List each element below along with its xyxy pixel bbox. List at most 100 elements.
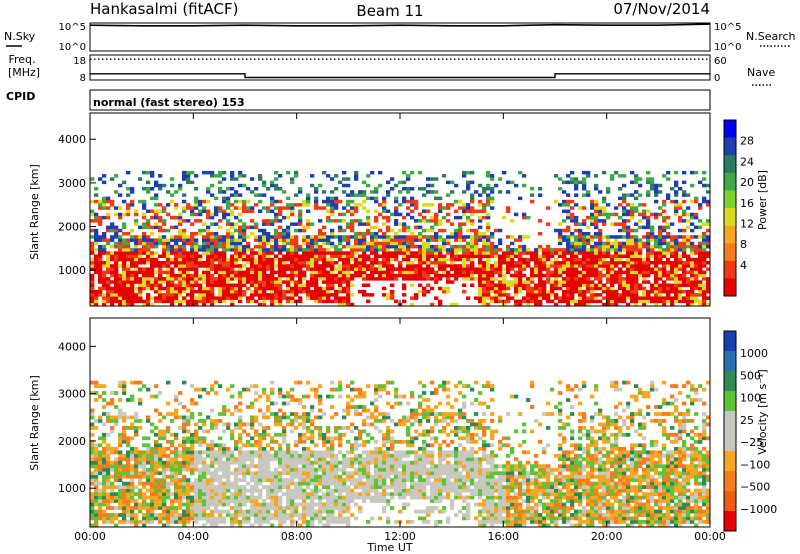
heatmap-cell — [670, 222, 675, 226]
heatmap-cell — [110, 474, 115, 479]
heatmap-cell — [374, 219, 379, 223]
heatmap-cell — [654, 257, 659, 262]
heatmap-cell — [654, 199, 659, 204]
heatmap-cell — [186, 450, 191, 455]
heatmap-cell — [202, 209, 207, 213]
heatmap-cell — [106, 450, 111, 455]
heatmap-cell — [326, 203, 331, 207]
heatmap-cell — [126, 509, 131, 514]
heatmap-cell — [438, 248, 443, 252]
heatmap-cell — [486, 212, 491, 217]
heatmap-cell — [694, 251, 699, 255]
heatmap-cell — [454, 235, 459, 239]
heatmap-cell — [230, 257, 235, 262]
heatmap-cell — [234, 244, 239, 249]
heatmap-cell — [150, 492, 155, 496]
heatmap-cell — [266, 277, 271, 281]
heatmap-cell — [102, 251, 107, 255]
heatmap-cell — [186, 439, 191, 444]
heatmap-cell — [510, 273, 515, 278]
heatmap-cell — [278, 481, 283, 486]
heatmap-cell — [390, 277, 395, 281]
heatmap-cell — [282, 450, 287, 455]
heatmap-cell — [706, 280, 711, 284]
heatmap-cell — [602, 283, 607, 287]
heatmap-cell — [418, 248, 423, 252]
heatmap-cell — [166, 261, 171, 265]
heatmap-cell — [354, 267, 359, 271]
heatmap-cell — [322, 273, 327, 278]
heatmap-cell — [610, 212, 615, 217]
heatmap-cell — [202, 506, 207, 510]
heatmap-cell — [530, 199, 535, 204]
noise-left-tick-top: 10^5 — [59, 22, 86, 33]
heatmap-cell — [394, 235, 399, 239]
heatmap-cell — [150, 225, 155, 230]
heatmap-cell — [642, 293, 647, 297]
heatmap-cell — [578, 244, 583, 249]
heatmap-cell — [406, 248, 411, 252]
heatmap-cell — [438, 228, 443, 233]
heatmap-cell — [174, 408, 179, 413]
heatmap-cell — [326, 299, 331, 304]
heatmap-cell — [214, 232, 219, 236]
heatmap-cell — [334, 293, 339, 297]
heatmap-cell — [438, 196, 443, 201]
heatmap-cell — [582, 248, 587, 252]
heatmap-cell — [162, 471, 167, 476]
heatmap-cell — [294, 261, 299, 265]
heatmap-cell — [146, 180, 151, 185]
heatmap-cell — [478, 254, 483, 258]
heatmap-cell — [490, 254, 495, 258]
heatmap-cell — [610, 244, 615, 249]
heatmap-cell — [190, 412, 195, 416]
heatmap-cell — [210, 474, 215, 479]
heatmap-cell — [222, 177, 227, 181]
heatmap-cell — [338, 212, 343, 217]
heatmap-cell — [258, 443, 263, 448]
heatmap-cell — [170, 261, 175, 265]
heatmap-cell — [298, 286, 303, 291]
heatmap-cell — [342, 238, 347, 242]
heatmap-cell — [210, 261, 215, 265]
heatmap-cell — [654, 299, 659, 304]
heatmap-cell — [650, 235, 655, 239]
heatmap-cell — [262, 241, 267, 246]
heatmap-cell — [486, 267, 491, 271]
heatmap-cell — [230, 289, 235, 294]
heatmap-cell — [614, 257, 619, 262]
heatmap-cell — [122, 429, 127, 434]
heatmap-cell — [190, 289, 195, 294]
heatmap-cell — [154, 499, 159, 503]
heatmap-cell — [206, 289, 211, 294]
heatmap-cell — [238, 199, 243, 204]
heatmap-cell — [266, 513, 271, 517]
heatmap-cell — [190, 509, 195, 514]
heatmap-cell — [486, 187, 491, 191]
heatmap-cell — [210, 516, 215, 521]
heatmap-cell — [618, 267, 623, 271]
heatmap-cell — [210, 267, 215, 271]
heatmap-cell — [258, 174, 263, 178]
heatmap-cell — [654, 267, 659, 271]
heatmap-cell — [410, 238, 415, 242]
heatmap-cell — [234, 439, 239, 444]
heatmap-cell — [638, 177, 643, 181]
heatmap-cell — [642, 267, 647, 271]
heatmap-cell — [166, 212, 171, 217]
heatmap-cell — [106, 513, 111, 517]
heatmap-cell — [374, 267, 379, 271]
heatmap-cell — [226, 513, 231, 517]
heatmap-cell — [226, 453, 231, 458]
heatmap-cell — [206, 248, 211, 252]
heatmap-cell — [154, 478, 159, 482]
heatmap-cell — [122, 471, 127, 476]
heatmap-cell — [270, 401, 275, 406]
heatmap-cell — [682, 289, 687, 294]
heatmap-cell — [166, 513, 171, 517]
heatmap-cell — [394, 273, 399, 278]
heatmap-cell — [662, 251, 667, 255]
heatmap-cell — [110, 391, 115, 395]
heatmap-cell — [366, 283, 371, 287]
heatmap-cell — [490, 241, 495, 246]
